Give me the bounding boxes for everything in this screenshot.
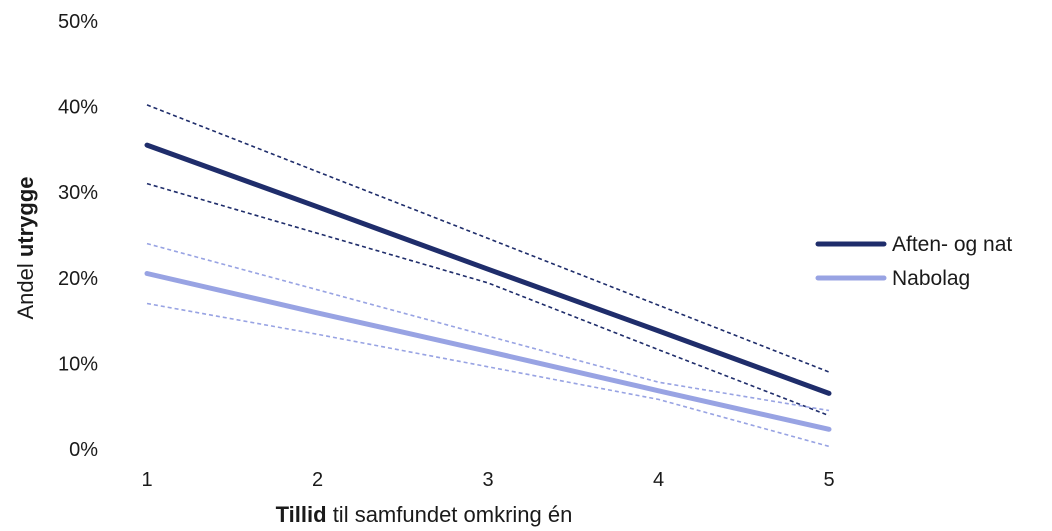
y-tick-label: 30%	[58, 182, 98, 204]
y-axis-title: Andel utrygge	[13, 176, 38, 319]
legend-label: Aften- og nat	[892, 233, 1012, 256]
series-1-line	[144, 271, 832, 432]
x-tick-label: 2	[312, 469, 323, 491]
x-tick-label: 4	[653, 469, 664, 491]
series-1-upper-bound-line	[146, 242, 830, 412]
series-0-line	[144, 142, 832, 396]
y-tick-label: 50%	[58, 11, 98, 33]
y-tick-label: 0%	[69, 439, 98, 461]
x-axis-title: Tillid til samfundet omkring én	[276, 502, 573, 527]
y-tick-label: 40%	[58, 97, 98, 119]
x-tick-label: 5	[823, 469, 834, 491]
legend: Aften- og nat Nabolag	[815, 233, 1012, 290]
series-0-upper-bound-line	[146, 104, 830, 373]
legend-label: Nabolag	[892, 267, 970, 290]
y-tick-label: 20%	[58, 268, 98, 290]
x-tick-label: 3	[482, 469, 493, 491]
series-1-lower-bound-line	[146, 302, 830, 448]
y-tick-label: 10%	[58, 353, 98, 375]
y-axis-ticks: 0% 10% 20% 30% 40% 50%	[58, 11, 98, 461]
confidence-lines	[146, 104, 830, 448]
series-lines	[144, 142, 832, 432]
x-axis-ticks: 1 2 3 4 5	[141, 469, 834, 491]
x-tick-label: 1	[141, 469, 152, 491]
